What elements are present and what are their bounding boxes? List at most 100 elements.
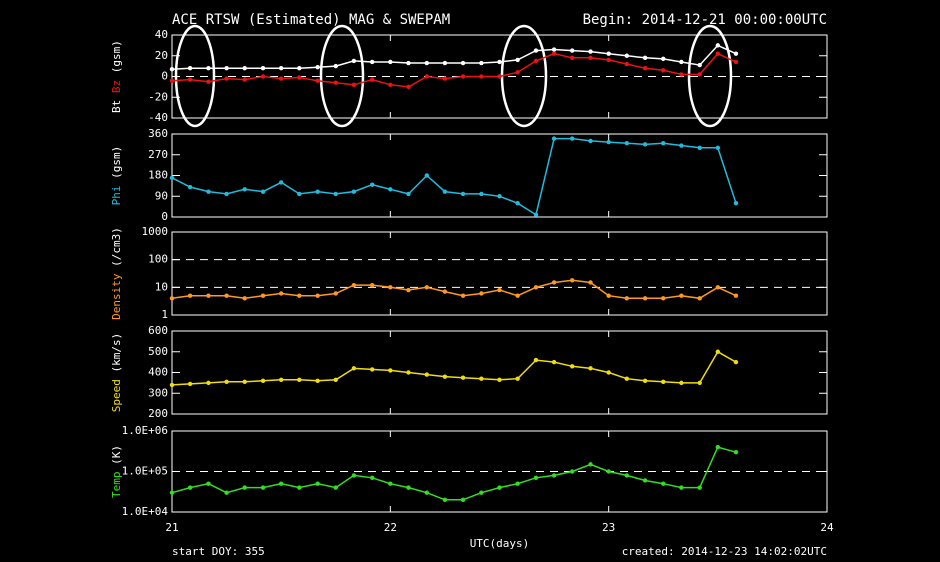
data-point [370, 182, 375, 187]
data-point [606, 370, 611, 375]
data-point [642, 378, 648, 383]
data-point [606, 293, 611, 298]
data-point [424, 372, 429, 377]
data-point [297, 66, 302, 71]
y-tick-label: 180 [148, 169, 168, 182]
data-point [533, 212, 539, 217]
data-point [497, 74, 502, 79]
data-point [351, 282, 357, 288]
data-point [733, 449, 739, 455]
data-point [479, 60, 484, 66]
legend-entry: Bt [110, 100, 123, 113]
data-point [570, 469, 575, 474]
y-tick-label: 300 [148, 386, 168, 399]
data-point [242, 77, 247, 82]
created-time: created: 2014-12-23 14:02:02UTC [622, 545, 827, 558]
data-point [588, 366, 593, 371]
data-point [624, 376, 629, 381]
y-axis-label: Phi (gsm) [110, 146, 123, 206]
data-point [442, 374, 448, 379]
data-point [351, 58, 357, 64]
data-point [388, 59, 393, 65]
data-point [206, 481, 211, 486]
panel-frame [171, 231, 828, 316]
data-point [260, 485, 266, 490]
y-tick-label: 500 [148, 345, 168, 358]
data-point [224, 379, 229, 385]
data-point [588, 462, 593, 467]
data-point [442, 289, 448, 294]
data-point [278, 66, 284, 71]
data-point [642, 55, 648, 61]
data-point [570, 136, 575, 141]
data-point [679, 293, 684, 298]
data-point [370, 282, 375, 288]
data-point [697, 485, 702, 490]
y-axis-label: Temp (K) [110, 445, 123, 498]
y-tick-label: 1.0E+04 [122, 505, 169, 518]
data-point [715, 145, 721, 151]
series-trace [171, 137, 737, 216]
data-point [424, 490, 429, 495]
data-point [661, 68, 666, 73]
data-point [497, 377, 502, 382]
data-point [661, 379, 666, 385]
series [169, 136, 739, 217]
begin-time: Begin: 2014-12-21 00:00:00UTC [583, 12, 827, 28]
series [169, 349, 739, 388]
data-point [206, 79, 211, 84]
data-point [460, 191, 466, 197]
data-point [588, 280, 593, 285]
data-point [606, 139, 611, 145]
data-point [206, 66, 211, 71]
data-point [224, 191, 229, 197]
y-axis-label: Bt Bz (gsm) [110, 40, 123, 113]
data-point [333, 291, 338, 296]
data-point [333, 485, 338, 490]
data-point [697, 145, 702, 151]
data-point [570, 55, 575, 61]
legend-gap [110, 373, 123, 380]
y-axis-unit: (gsm) [110, 40, 123, 73]
data-point [460, 60, 466, 66]
y-tick-label: 200 [148, 407, 168, 420]
y-axis-unit: (K) [110, 445, 123, 465]
data-point [606, 57, 611, 63]
data-point [388, 187, 393, 192]
data-point [315, 378, 320, 383]
data-point [187, 66, 193, 71]
data-point [697, 380, 702, 386]
series-trace [171, 44, 737, 70]
y-tick-label: 400 [148, 366, 168, 379]
data-point [206, 293, 211, 298]
data-point [733, 293, 739, 298]
y-tick-label: 10 [155, 280, 168, 293]
data-point [460, 375, 466, 380]
data-point [460, 497, 466, 503]
y-tick-label: 1 [161, 308, 168, 321]
data-point [297, 191, 302, 197]
data-point [224, 490, 229, 495]
data-point [333, 63, 338, 69]
data-point [278, 76, 284, 81]
y-tick-label: 1000 [142, 225, 169, 238]
data-point [551, 473, 557, 478]
y-tick-label: 20 [155, 49, 168, 62]
data-point [260, 189, 266, 194]
data-point [406, 191, 411, 197]
legend-entry: Speed [110, 379, 123, 412]
data-point [242, 296, 247, 301]
data-point [187, 381, 193, 387]
y-axis-label: Speed (km/s) [110, 333, 123, 413]
y-tick-label: 270 [148, 148, 168, 161]
data-point [533, 285, 539, 290]
y-tick-label: 0 [161, 70, 168, 83]
data-point [624, 141, 629, 146]
data-point [297, 377, 302, 382]
data-point [370, 367, 375, 372]
series-trace [171, 350, 737, 386]
data-point [460, 74, 466, 79]
x-tick-label: 21 [165, 521, 178, 534]
data-point [624, 61, 629, 67]
